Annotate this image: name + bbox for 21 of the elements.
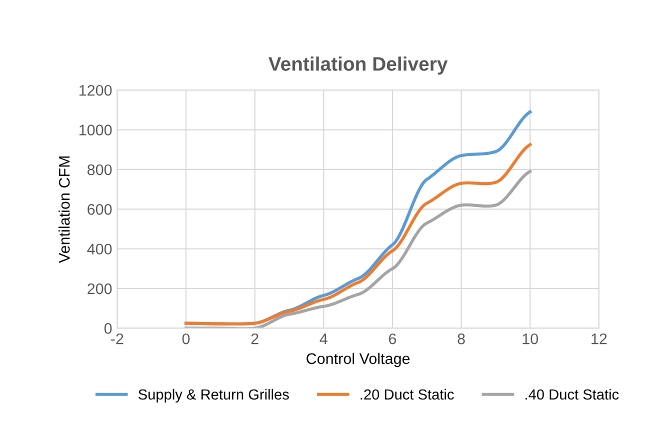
x-tick-label: 10 (522, 333, 538, 344)
chart-title: Ventilation Delivery (268, 56, 448, 75)
x-tick-label: 6 (388, 333, 396, 344)
y-tick-label: 1200 (80, 84, 112, 96)
y-tick-label: 400 (87, 244, 112, 255)
y-tick-label: 600 (88, 204, 112, 215)
x-tick-label: 8 (458, 333, 465, 344)
y-tick-label: 0 (104, 323, 112, 334)
y-tick-label: 1000 (80, 124, 112, 136)
x-tick-label: 0 (182, 333, 190, 344)
legend-label: .20 Duct Static (360, 388, 454, 400)
legend-label: Supply & Return Grilles (138, 388, 289, 403)
y-tick-label: 800 (87, 164, 112, 176)
x-axis-title: Control Voltage (306, 352, 410, 368)
x-tick-label: -2 (111, 333, 124, 344)
x-tick-label: 4 (320, 334, 328, 344)
x-tick-label: 2 (251, 333, 258, 344)
x-tick-label: 12 (592, 333, 607, 344)
y-tick-label: 200 (88, 283, 112, 294)
legend-label: .40 Duct Static (526, 388, 619, 400)
y-axis-title: Ventilation CFM (58, 156, 70, 263)
